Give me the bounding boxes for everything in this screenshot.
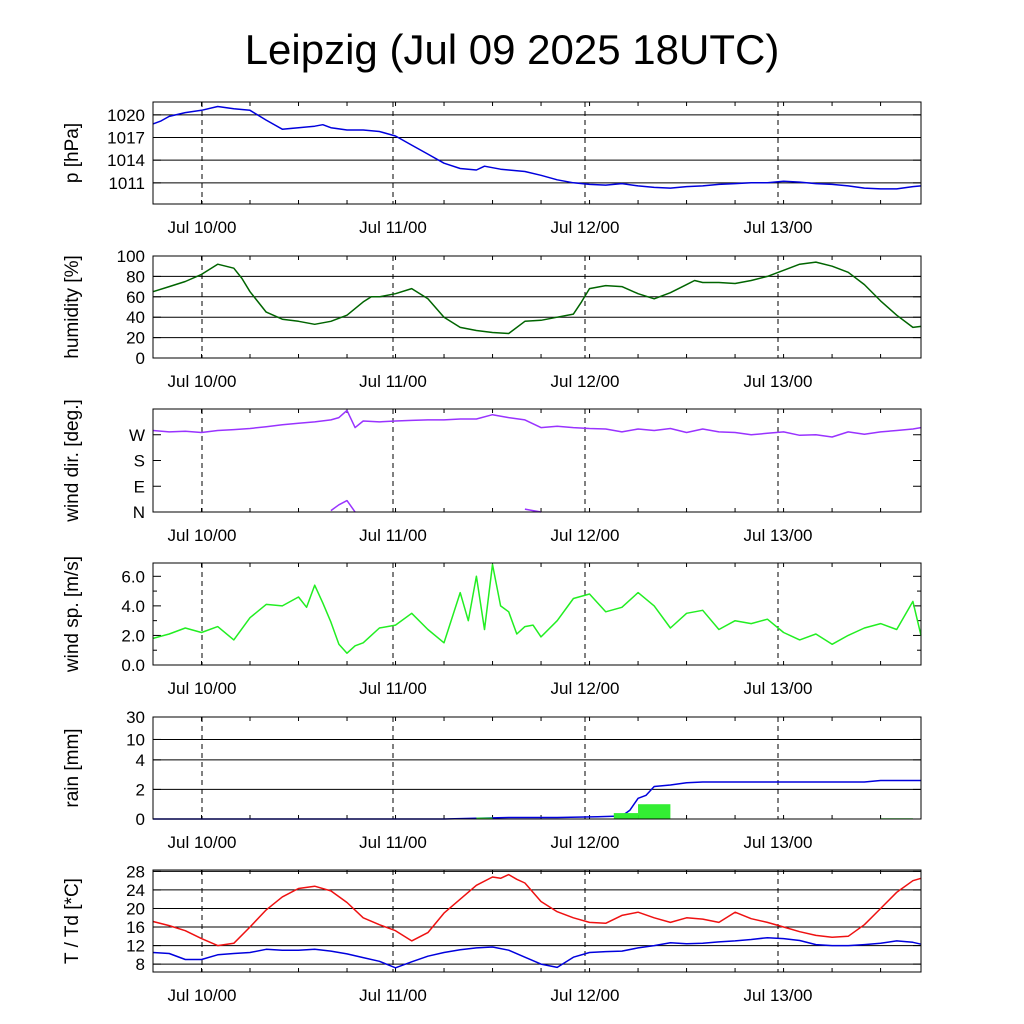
y-axis-label: rain [mm]	[62, 728, 83, 807]
x-tick-label: Jul 13/00	[744, 526, 813, 545]
rain-bar	[476, 817, 493, 819]
y-tick-label: 0.0	[121, 656, 145, 675]
x-tick-label: Jul 12/00	[551, 372, 620, 391]
panel-pressure: 1011 1014 1017 1020 Jul 10/00 Jul 11/00 Jul 12…	[62, 101, 922, 237]
y-axis-label: p [hPa]	[62, 123, 83, 183]
x-tick-label: Jul 13/00	[744, 986, 813, 1005]
y-tick-label: 60	[126, 288, 145, 307]
y-tick-label: 28	[126, 862, 145, 881]
x-tick-label: Jul 12/00	[551, 986, 620, 1005]
y-tick-label: 16	[126, 918, 145, 937]
x-tick-label: Jul 13/00	[744, 218, 813, 237]
pressure-series-line	[152, 105, 922, 190]
y-tick-label: 80	[126, 267, 145, 286]
x-tick-label: Jul 11/00	[359, 679, 427, 698]
x-tick-label: Jul 10/00	[168, 986, 237, 1005]
y-tick-label: 1017	[107, 129, 145, 148]
y-tick-label: 24	[126, 881, 145, 900]
humidity-series-line	[152, 261, 922, 335]
y-tick-label: 30	[126, 708, 145, 727]
x-tick-label: Jul 12/00	[551, 679, 620, 698]
y-tick-label: 12	[126, 937, 145, 956]
x-tick-label: Jul 13/00	[744, 372, 813, 391]
y-axis-label: humidity [%]	[62, 255, 83, 358]
plot-frame	[152, 716, 922, 820]
wind_dir-series-line	[152, 409, 922, 438]
wind_speed-series-line	[152, 563, 922, 654]
x-tick-label: Jul 11/00	[359, 372, 427, 391]
y-tick-label: 4.0	[121, 597, 145, 616]
y-tick-label: 0	[136, 810, 145, 829]
x-tick-label: Jul 10/00	[168, 679, 237, 698]
x-tick-label: Jul 11/00	[359, 833, 427, 852]
y-axis-label: wind dir. [deg.]	[62, 399, 83, 523]
x-tick-label: Jul 12/00	[551, 833, 620, 852]
plot-frame	[152, 408, 922, 513]
y-tick-label: 40	[126, 308, 145, 327]
plot-frame	[152, 562, 922, 666]
x-tick-label: Jul 13/00	[744, 833, 813, 852]
y-axis-label: T / Td [*C]	[62, 878, 83, 964]
x-tick-label: Jul 11/00	[359, 218, 427, 237]
panel-wind-speed: 0.0 2.0 4.0 6.0 Jul 10/00 Jul 11/00 Jul 12/00 J…	[62, 556, 922, 698]
x-tick-label: Jul 10/00	[168, 218, 237, 237]
y-axis-label: wind sp. [m/s]	[62, 556, 83, 673]
x-tick-label: Jul 12/00	[551, 218, 620, 237]
y-tick-label: 20	[126, 899, 145, 918]
plot-frame	[152, 101, 922, 205]
y-tick-label: 10	[126, 730, 145, 749]
x-tick-label: Jul 10/00	[168, 372, 237, 391]
y-tick-label: 1020	[107, 106, 145, 125]
temperature-series-line	[152, 936, 922, 969]
x-tick-label: Jul 13/00	[744, 679, 813, 698]
y-tick-label: E	[134, 477, 145, 496]
y-tick-label: S	[134, 452, 145, 471]
rain-bar	[613, 813, 639, 819]
y-tick-label: 2	[136, 780, 145, 799]
x-tick-label: Jul 11/00	[359, 526, 427, 545]
y-tick-label: 100	[117, 247, 145, 266]
x-tick-label: Jul 12/00	[551, 526, 620, 545]
y-tick-label: 8	[136, 955, 145, 974]
panel-rain: 0 2 4 10 30 Jul 10/00 Jul 11/00 Jul 12/00 Jul 13…	[62, 708, 922, 852]
chart-title: Leipzig (Jul 09 2025 18UTC)	[244, 26, 780, 73]
y-tick-label: 1011	[108, 174, 145, 193]
y-tick-label: 2.0	[121, 626, 145, 645]
y-tick-label: W	[129, 426, 145, 445]
y-tick-label: 6.0	[121, 567, 145, 586]
rain-bar	[638, 804, 671, 819]
wind_dir-series-line	[330, 499, 356, 513]
plot-frame	[152, 255, 922, 359]
x-tick-label: Jul 10/00	[168, 526, 237, 545]
plot-frame	[152, 869, 922, 973]
rain-series-line	[153, 779, 921, 820]
y-tick-label: 1014	[107, 151, 145, 170]
x-tick-label: Jul 11/00	[359, 986, 427, 1005]
y-tick-label: N	[133, 503, 145, 522]
x-tick-label: Jul 10/00	[168, 833, 237, 852]
temperature-series-line	[152, 873, 922, 947]
y-tick-label: 20	[126, 329, 145, 348]
y-tick-label: 0	[136, 349, 145, 368]
y-tick-label: 4	[136, 751, 145, 770]
